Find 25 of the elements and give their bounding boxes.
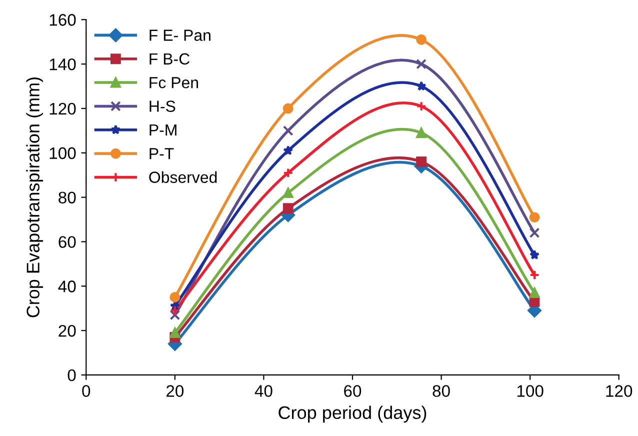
y-tick-label: 100	[50, 147, 76, 160]
x-tick-label: 100	[517, 385, 544, 397]
legend-label: P-M	[150, 124, 176, 136]
legend-label: Fc Pen	[150, 77, 198, 88]
legend-label: F E- Pan	[150, 30, 210, 41]
y-tick-label: 20	[58, 324, 76, 337]
x-axis-title: Crop period (days)	[278, 406, 426, 423]
legend-label: Observed	[149, 171, 217, 183]
x-tick-label: 0	[82, 385, 90, 397]
y-tick-label: 120	[50, 102, 76, 115]
y-tick-label: 40	[58, 280, 76, 292]
x-tick-label: 60	[344, 385, 362, 397]
x-tick-label: 80	[432, 385, 450, 397]
legend-label: P-T	[150, 148, 174, 160]
y-tick-label: 0	[68, 369, 76, 382]
legend-label: H-S	[150, 100, 176, 112]
legend-label: F B-C	[150, 53, 190, 65]
x-tick-label: 40	[254, 385, 272, 397]
y-tick-label: 60	[58, 236, 76, 248]
y-axis-title: Crop Evapotranspiration (mm)	[26, 77, 44, 318]
y-tick-label: 80	[58, 192, 76, 204]
x-tick-label: 120	[606, 385, 632, 397]
y-tick-label: 160	[50, 14, 76, 26]
x-tick-label: 20	[166, 385, 184, 397]
y-tick-label: 140	[50, 58, 76, 70]
